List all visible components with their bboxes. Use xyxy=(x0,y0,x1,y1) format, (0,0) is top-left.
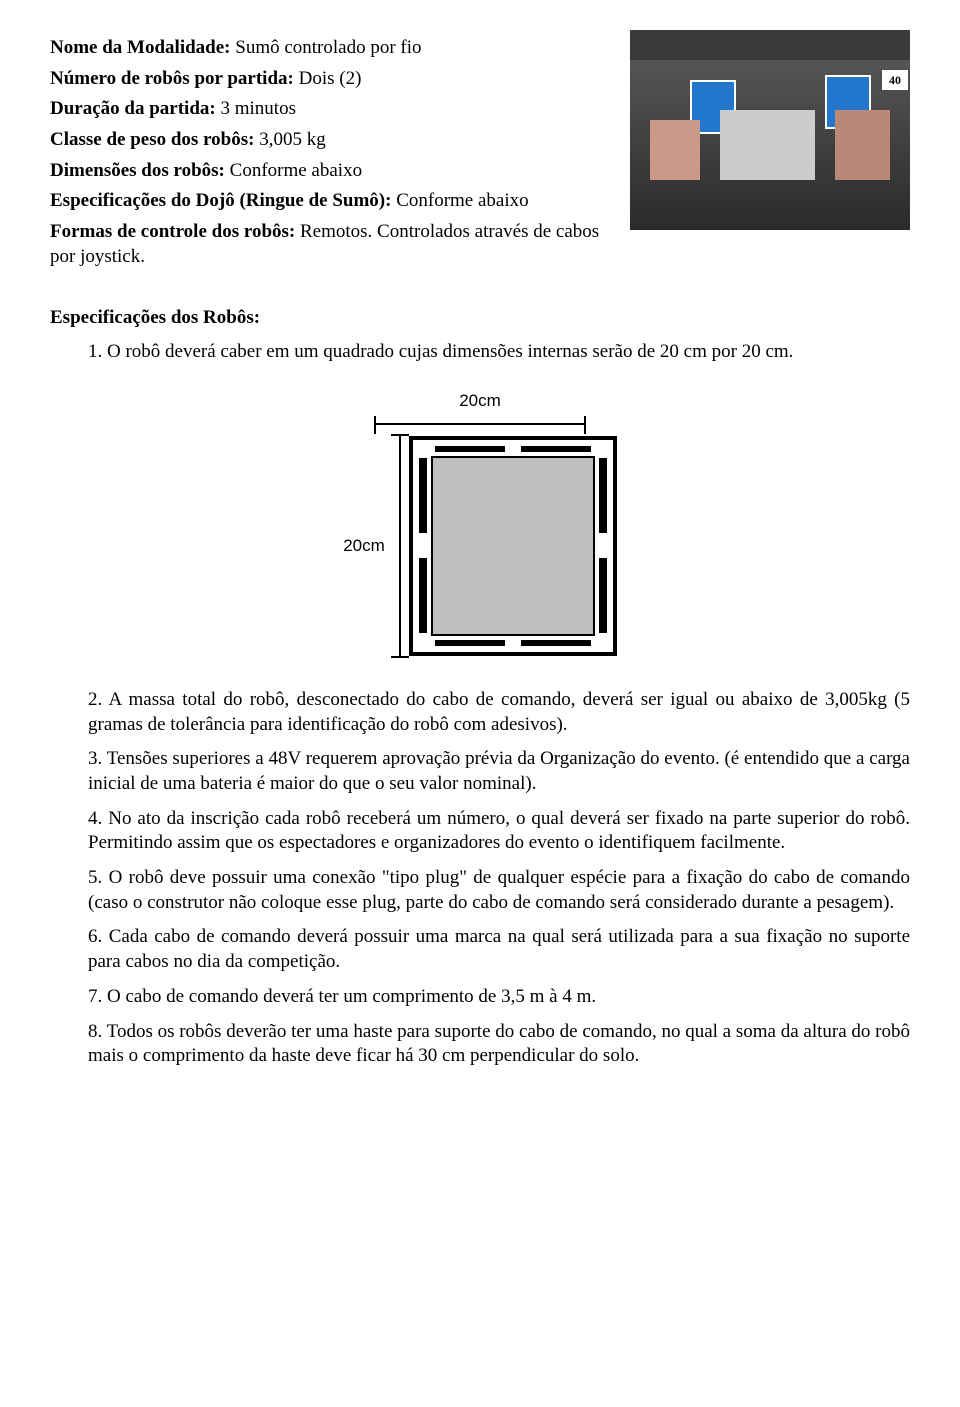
spec-label: Número de robôs por partida: xyxy=(50,68,294,89)
diagram-height-label: 20cm xyxy=(343,535,385,557)
section-title: Especificações dos Robôs: xyxy=(50,306,910,331)
spec-value: Sumô controlado por fio xyxy=(235,37,421,58)
spec-label: Formas de controle dos robôs: xyxy=(50,221,295,242)
spec-label: Duração da partida: xyxy=(50,98,216,119)
spec-label: Especificações do Dojô (Ringue de Sumô): xyxy=(50,190,391,211)
spec-classe-peso: Classe de peso dos robôs: 3,005 kg xyxy=(50,128,610,153)
rule-item-1: 1. O robô deverá caber em um quadrado cu… xyxy=(88,340,910,365)
rule-item-4: 4. No ato da inscrição cada robô receber… xyxy=(88,807,910,856)
spec-value: Conforme abaixo xyxy=(230,160,362,181)
photo-number-tag: 40 xyxy=(882,70,908,90)
rule-item-3: 3. Tensões superiores a 48V requerem apr… xyxy=(88,747,910,796)
spec-label: Classe de peso dos robôs: xyxy=(50,129,254,150)
rule-item-2: 2. A massa total do robô, desconectado d… xyxy=(88,688,910,737)
spec-duracao: Duração da partida: 3 minutos xyxy=(50,97,610,122)
diagram-box xyxy=(409,436,617,656)
spec-modalidade: Nome da Modalidade: Sumô controlado por … xyxy=(50,36,610,61)
competition-photo: 40 xyxy=(630,30,910,230)
rule-item-6: 6. Cada cabo de comando deverá possuir u… xyxy=(88,925,910,974)
spec-value: 3 minutos xyxy=(220,98,295,119)
spec-dojo: Especificações do Dojô (Ringue de Sumô):… xyxy=(50,189,610,214)
spec-numero-robos: Número de robôs por partida: Dois (2) xyxy=(50,67,610,92)
spec-controle: Formas de controle dos robôs: Remotos. C… xyxy=(50,220,610,269)
spec-dimensoes: Dimensões dos robôs: Conforme abaixo xyxy=(50,159,610,184)
diagram-width-label: 20cm xyxy=(343,390,617,412)
spec-value: Dois (2) xyxy=(299,68,362,89)
spec-value: Conforme abaixo xyxy=(396,190,528,211)
dimension-diagram: 20cm 20cm xyxy=(50,390,910,658)
spec-label: Dimensões dos robôs: xyxy=(50,160,225,181)
rule-item-7: 7. O cabo de comando deverá ter um compr… xyxy=(88,985,910,1010)
specs-block: Nome da Modalidade: Sumô controlado por … xyxy=(50,30,610,276)
rule-item-8: 8. Todos os robôs deverão ter uma haste … xyxy=(88,1020,910,1069)
rule-item-5: 5. O robô deve possuir uma conexão "tipo… xyxy=(88,866,910,915)
spec-label: Nome da Modalidade: xyxy=(50,37,231,58)
spec-value: 3,005 kg xyxy=(259,129,326,150)
